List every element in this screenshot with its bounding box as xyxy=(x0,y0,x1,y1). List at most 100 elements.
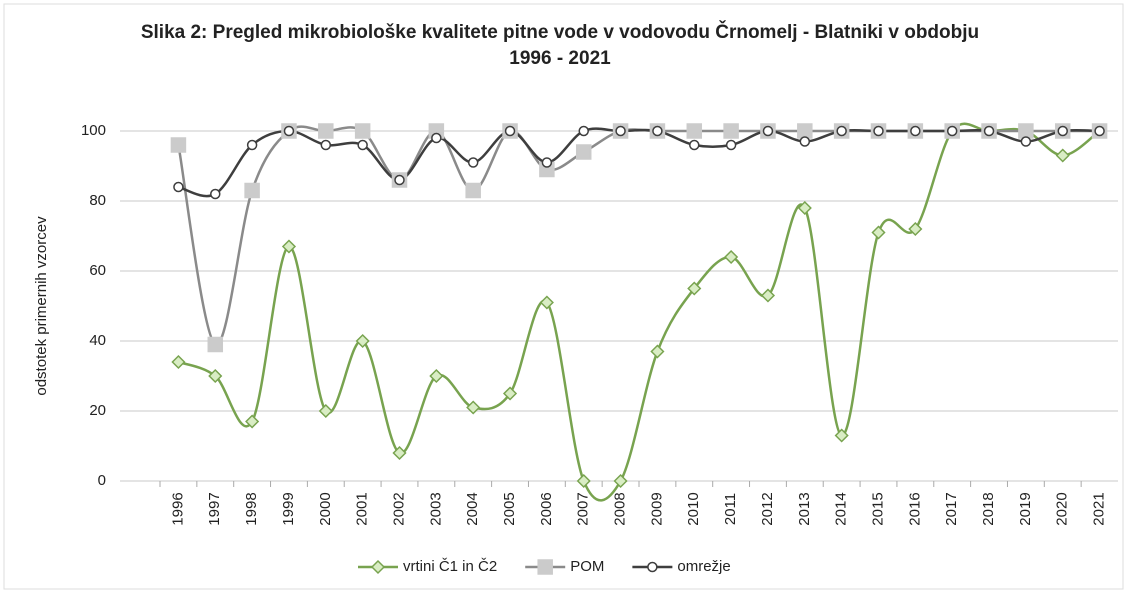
data-point xyxy=(354,123,371,139)
x-tick-label: 2015 xyxy=(869,492,886,525)
x-tick-label: 2017 xyxy=(943,492,960,525)
x-tick-label: 2013 xyxy=(796,492,813,525)
data-point xyxy=(357,139,368,151)
data-point xyxy=(910,125,921,137)
y-tick-label: 20 xyxy=(89,402,106,419)
data-point xyxy=(281,239,297,254)
data-point xyxy=(466,400,481,415)
data-point xyxy=(170,137,187,153)
data-point xyxy=(687,281,702,296)
data-point xyxy=(1057,125,1068,137)
x-tick-label: 2012 xyxy=(759,492,776,525)
data-point xyxy=(245,414,260,429)
data-point xyxy=(173,181,184,193)
data-point xyxy=(1055,148,1070,163)
x-tick-label: 2001 xyxy=(354,492,371,525)
y-tick-label: 60 xyxy=(89,262,106,279)
data-point xyxy=(283,125,295,137)
series-line xyxy=(177,125,1100,346)
data-point xyxy=(760,288,776,303)
data-point xyxy=(615,125,626,137)
data-point xyxy=(1018,123,1034,139)
data-point xyxy=(983,125,995,137)
data-point xyxy=(429,368,444,384)
data-point xyxy=(392,445,407,461)
x-tick-label: 2016 xyxy=(906,492,923,525)
legend-label: POM xyxy=(570,558,604,575)
data-point xyxy=(539,295,554,310)
data-point xyxy=(873,125,884,137)
data-point xyxy=(465,182,481,199)
data-point xyxy=(724,249,739,265)
data-point xyxy=(246,139,258,151)
data-point xyxy=(576,473,591,489)
data-point xyxy=(575,144,592,160)
x-tick-label: 1997 xyxy=(206,492,223,525)
y-tick-label: 40 xyxy=(89,332,106,349)
data-point xyxy=(908,221,923,237)
data-point xyxy=(799,136,811,147)
x-tick-label: 2002 xyxy=(390,492,407,525)
data-point xyxy=(1020,136,1032,147)
data-point xyxy=(431,132,442,144)
x-tick-label: 2011 xyxy=(722,493,739,525)
data-point xyxy=(208,368,223,384)
x-tick-label: 1999 xyxy=(280,492,297,525)
x-tick-label: 2020 xyxy=(1054,492,1071,525)
x-tick-label: 2019 xyxy=(1017,492,1034,525)
legend-label: vrtini Č1 in Č2 xyxy=(403,558,497,575)
x-tick-label: 2010 xyxy=(685,492,702,525)
data-point xyxy=(836,125,847,137)
data-point xyxy=(541,157,553,168)
legend-label: omrežje xyxy=(677,558,730,575)
chart-frame xyxy=(3,3,1124,590)
y-tick-label: 80 xyxy=(89,192,106,209)
legend-marker xyxy=(537,559,553,575)
data-point xyxy=(318,403,333,419)
data-point xyxy=(871,225,886,240)
data-point xyxy=(502,386,518,401)
data-point xyxy=(762,125,774,137)
x-tick-label: 2003 xyxy=(427,492,444,525)
y-tick-label: 100 xyxy=(81,122,106,139)
data-point xyxy=(613,473,628,489)
legend-marker xyxy=(647,561,658,573)
data-point xyxy=(504,125,516,137)
data-point xyxy=(355,333,370,349)
data-point xyxy=(207,336,224,353)
x-tick-label: 1998 xyxy=(243,492,260,525)
x-tick-label: 2006 xyxy=(538,492,555,525)
data-point xyxy=(171,354,186,370)
data-point xyxy=(797,200,812,216)
data-point xyxy=(467,157,479,168)
data-point xyxy=(650,344,665,359)
x-tick-label: 2021 xyxy=(1091,492,1108,525)
x-tick-label: 1996 xyxy=(169,492,186,525)
x-tick-label: 2009 xyxy=(648,492,665,525)
series-line xyxy=(178,127,1100,198)
data-point xyxy=(723,123,739,139)
x-tick-label: 2008 xyxy=(612,492,629,525)
data-point xyxy=(210,188,221,200)
data-point xyxy=(946,125,958,137)
data-point xyxy=(689,139,700,151)
x-tick-label: 2004 xyxy=(464,492,481,525)
data-point xyxy=(797,123,813,139)
y-axis-label: odstotek primernih vzorcev xyxy=(33,216,50,396)
x-tick-label: 2018 xyxy=(980,492,997,525)
data-point xyxy=(725,139,737,151)
legend-marker xyxy=(370,559,386,575)
x-tick-label: 2005 xyxy=(501,492,518,525)
x-tick-label: 2014 xyxy=(833,492,850,525)
series-line xyxy=(177,122,1101,502)
data-point xyxy=(686,123,703,139)
y-tick-label: 0 xyxy=(98,472,106,489)
data-point xyxy=(834,428,849,443)
chart-title: Slika 2: Pregled mikrobiološke kvalitete… xyxy=(140,22,980,69)
data-point xyxy=(652,125,663,137)
x-tick-label: 2000 xyxy=(317,492,334,525)
data-point xyxy=(318,123,334,139)
data-point xyxy=(1094,125,1105,137)
